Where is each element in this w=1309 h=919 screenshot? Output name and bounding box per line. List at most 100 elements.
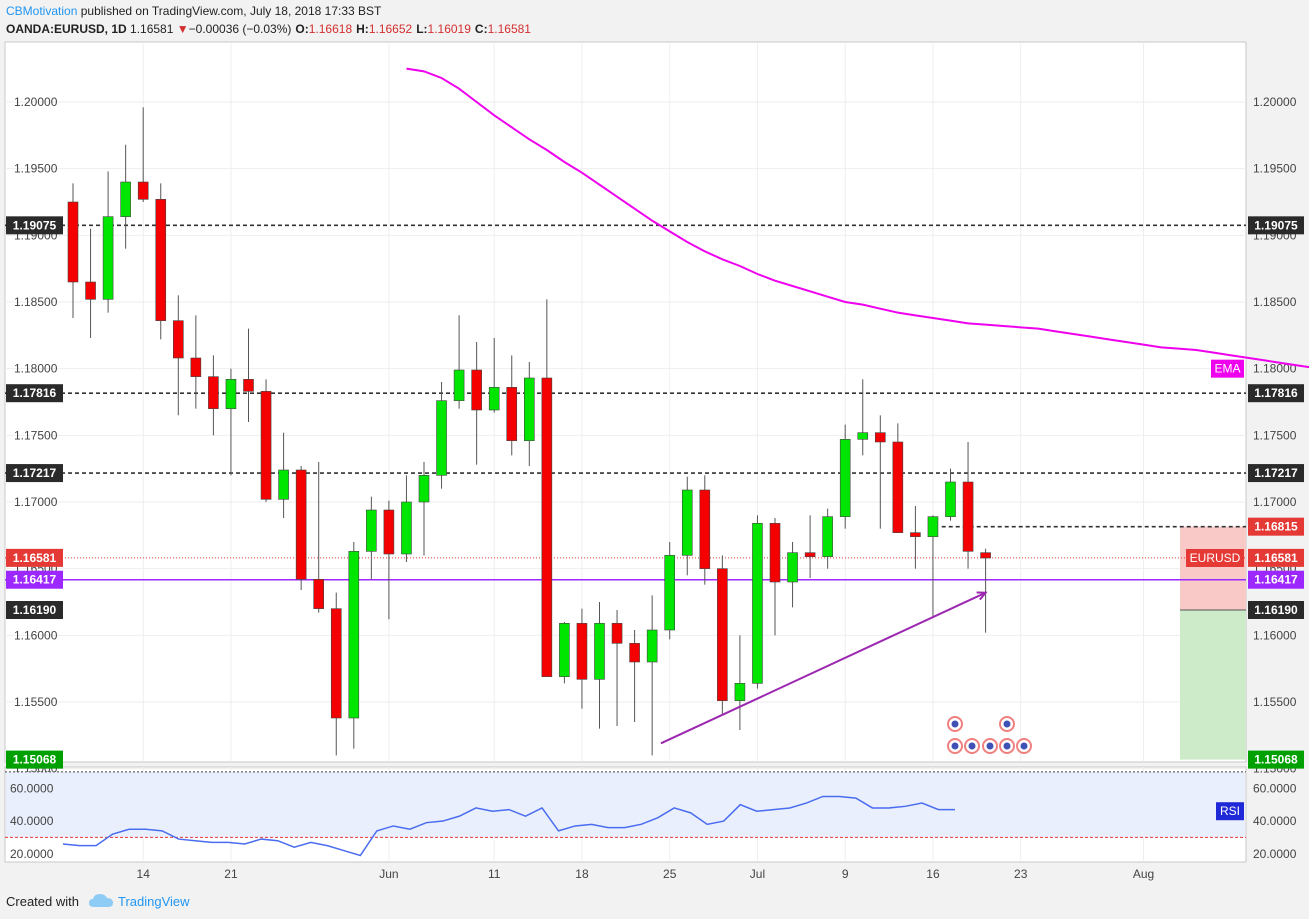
candle-body bbox=[980, 552, 991, 559]
trend-line bbox=[660, 591, 987, 745]
y-tick-left: 1.18000 bbox=[14, 362, 58, 376]
publish-info: CBMotivation published on TradingView.co… bbox=[6, 4, 381, 18]
ema-tag bbox=[1211, 359, 1244, 378]
level-tag-right bbox=[1248, 216, 1304, 235]
y-tick-left: 1.20000 bbox=[14, 95, 58, 109]
level-tag-left bbox=[6, 384, 63, 403]
level-tag-left bbox=[6, 216, 63, 235]
level-tag-left-text: 1.17816 bbox=[13, 386, 57, 400]
level-tag-left bbox=[6, 570, 63, 589]
tradingview-cloud-icon bbox=[89, 894, 113, 907]
candle-body bbox=[962, 481, 974, 552]
level-tag-left-text: 1.15068 bbox=[13, 753, 57, 767]
candle-body bbox=[839, 439, 851, 517]
y-tick-right: 1.18000 bbox=[1253, 362, 1297, 376]
level-tag-right bbox=[1248, 464, 1304, 483]
level-tag-right-text: 1.19075 bbox=[1254, 218, 1298, 232]
candle-body bbox=[717, 568, 728, 701]
rsi-tick-left: 20.0000 bbox=[10, 847, 54, 861]
open-label: O: bbox=[295, 22, 309, 36]
event-flag-icon-center bbox=[1020, 742, 1028, 750]
candle-body bbox=[102, 216, 114, 300]
level-tag-left-text: 1.16417 bbox=[13, 573, 57, 587]
price-pane bbox=[4, 41, 1247, 763]
level-tag-right-text: 1.16190 bbox=[1254, 603, 1298, 617]
candle-body bbox=[559, 623, 570, 677]
rsi-tick-right: 20.0000 bbox=[1253, 847, 1297, 861]
y-tick-right: 1.17500 bbox=[1253, 428, 1297, 442]
risk-zone bbox=[1180, 526, 1246, 610]
x-tick-label: 11 bbox=[488, 867, 501, 881]
candle-body bbox=[260, 391, 272, 500]
level-tag-right bbox=[1248, 384, 1304, 403]
level-tag-right bbox=[1248, 570, 1304, 589]
symbol-info: OANDA:EURUSD, 1D 1.16581 ▼−0.00036 (−0.0… bbox=[6, 22, 531, 36]
candle-body bbox=[155, 199, 167, 321]
down-arrow-icon: ▼ bbox=[176, 22, 189, 36]
level-tag-left-text: 1.17217 bbox=[13, 466, 57, 480]
event-flag-icon-center bbox=[986, 742, 994, 750]
candle-body bbox=[243, 379, 254, 392]
candle-body bbox=[471, 369, 482, 411]
level-tag-right-text: 1.15068 bbox=[1254, 753, 1298, 767]
candle-body bbox=[366, 509, 377, 552]
candle-body bbox=[295, 469, 307, 580]
candle-body bbox=[348, 551, 360, 719]
author-link[interactable]: CBMotivation bbox=[6, 4, 78, 18]
candle-body bbox=[67, 201, 79, 283]
candle-body bbox=[190, 357, 202, 377]
level-tag-left bbox=[6, 750, 63, 769]
candle-body bbox=[892, 441, 904, 533]
candle-body bbox=[137, 181, 149, 200]
event-flag-icon-center bbox=[951, 742, 959, 750]
level-tag-left-text: 1.19075 bbox=[13, 218, 57, 232]
event-flag-icon-center bbox=[1003, 720, 1011, 728]
candle-body bbox=[330, 608, 342, 719]
symbol-tag bbox=[1186, 549, 1244, 567]
candle-body bbox=[278, 469, 289, 500]
candle-body bbox=[576, 623, 588, 680]
reward-zone bbox=[1180, 610, 1246, 760]
y-tick-right: 1.18500 bbox=[1253, 295, 1297, 309]
candle-body bbox=[313, 579, 325, 609]
rsi-tick-left: 40.0000 bbox=[10, 814, 54, 828]
y-tick-left: 1.15500 bbox=[14, 695, 58, 709]
x-tick-label: 23 bbox=[1014, 867, 1028, 881]
x-tick-label: 14 bbox=[137, 867, 151, 881]
open-value: 1.16618 bbox=[308, 22, 353, 36]
y-tick-right: 1.19500 bbox=[1253, 162, 1297, 176]
level-tag-right bbox=[1248, 601, 1304, 619]
candle-body bbox=[699, 489, 711, 569]
y-tick-left: 1.19500 bbox=[14, 162, 58, 176]
candle-body bbox=[734, 683, 746, 701]
candle-body bbox=[85, 281, 96, 300]
candle-body bbox=[769, 523, 781, 583]
level-tag-left-text: 1.16190 bbox=[13, 603, 57, 617]
level-tag-left-text: 1.16581 bbox=[13, 551, 57, 565]
level-tag-left bbox=[6, 548, 63, 567]
candle-body bbox=[383, 509, 395, 555]
level-tag-right bbox=[1248, 750, 1304, 769]
rsi-tag bbox=[1216, 802, 1244, 821]
x-tick-label: Jun bbox=[379, 867, 398, 881]
tradingview-link[interactable]: TradingView bbox=[118, 894, 190, 909]
last-price: 1.16581 bbox=[130, 22, 174, 36]
candle-body bbox=[804, 552, 816, 557]
trend-arrow-head bbox=[976, 591, 988, 601]
ema-line bbox=[406, 67, 1309, 369]
rsi-line bbox=[62, 795, 955, 857]
level-tag-right-text: 1.16581 bbox=[1254, 551, 1298, 565]
published-text: published on TradingView.com, July 18, 2… bbox=[80, 4, 382, 18]
low-label: L: bbox=[416, 22, 428, 36]
level-tag-right-text: 1.16815 bbox=[1254, 520, 1298, 534]
x-tick-label: 9 bbox=[842, 867, 849, 881]
candle-body bbox=[681, 489, 693, 556]
candle-body bbox=[611, 623, 623, 644]
candle-body bbox=[208, 376, 219, 409]
x-tick-label: 25 bbox=[663, 867, 677, 881]
event-flag-icon-center bbox=[1003, 742, 1011, 750]
level-tag-left bbox=[6, 464, 63, 483]
x-tick-label: 16 bbox=[926, 867, 940, 881]
candle-body bbox=[436, 400, 447, 476]
